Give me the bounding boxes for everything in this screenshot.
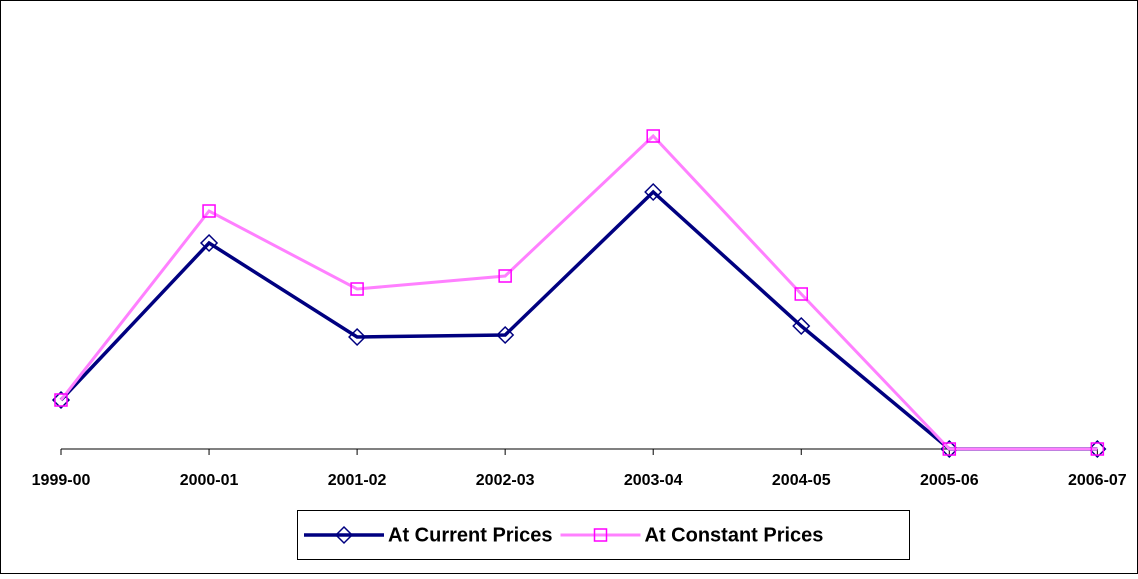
legend-label: At Constant Prices bbox=[645, 524, 824, 546]
marker bbox=[498, 269, 512, 283]
marker bbox=[202, 204, 216, 218]
marker bbox=[794, 287, 808, 301]
marker bbox=[792, 316, 811, 336]
series-line bbox=[59, 189, 1098, 451]
marker bbox=[334, 525, 354, 545]
x-tick-label: 2006-07 bbox=[1068, 472, 1127, 489]
series-line bbox=[59, 133, 1098, 451]
x-tick-label: 2000-01 bbox=[180, 472, 239, 489]
marker bbox=[54, 393, 68, 407]
marker bbox=[942, 442, 957, 456]
marker bbox=[593, 528, 608, 542]
x-tick-label: 2001-02 bbox=[328, 472, 387, 489]
legend-label: At Current Prices bbox=[388, 524, 553, 546]
x-tick-label: 1999-00 bbox=[32, 472, 91, 489]
marker bbox=[348, 327, 367, 347]
x-tick-label: 2002-03 bbox=[476, 472, 535, 489]
marker bbox=[1090, 442, 1105, 456]
marker bbox=[496, 325, 515, 345]
x-tick-label: 2004-05 bbox=[772, 472, 831, 489]
x-tick-label: 2005-06 bbox=[920, 472, 979, 489]
marker bbox=[199, 233, 219, 253]
x-tick-label: 2003-04 bbox=[624, 472, 683, 489]
marker bbox=[644, 182, 663, 202]
marker bbox=[646, 129, 660, 143]
marker bbox=[350, 282, 364, 296]
